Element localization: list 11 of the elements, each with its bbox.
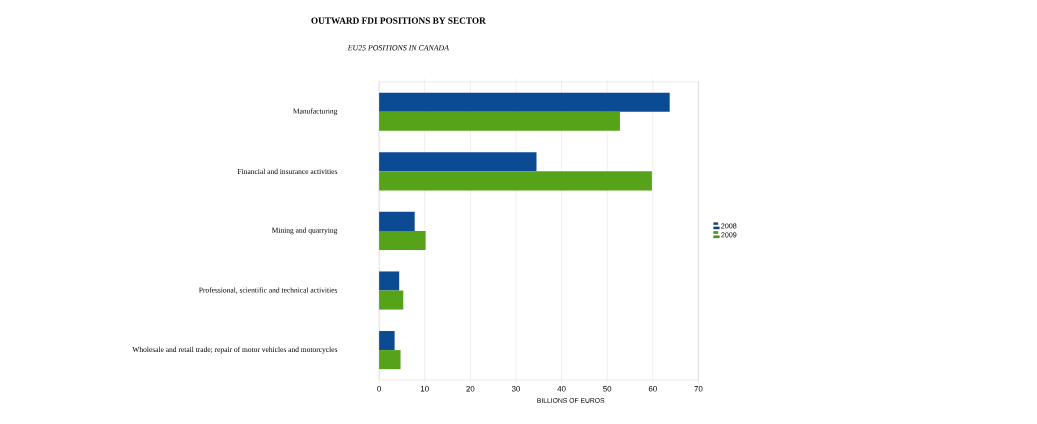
bar xyxy=(379,290,404,310)
chart-title: OUTWARD FDI POSITIONS BY SECTOR xyxy=(311,17,486,24)
bar xyxy=(379,350,401,370)
bar xyxy=(379,331,395,351)
bar xyxy=(379,92,670,112)
bar xyxy=(379,171,652,191)
bar xyxy=(379,111,620,131)
bar xyxy=(379,152,537,172)
bar xyxy=(379,211,415,231)
bar xyxy=(379,271,400,291)
bar xyxy=(379,230,426,250)
